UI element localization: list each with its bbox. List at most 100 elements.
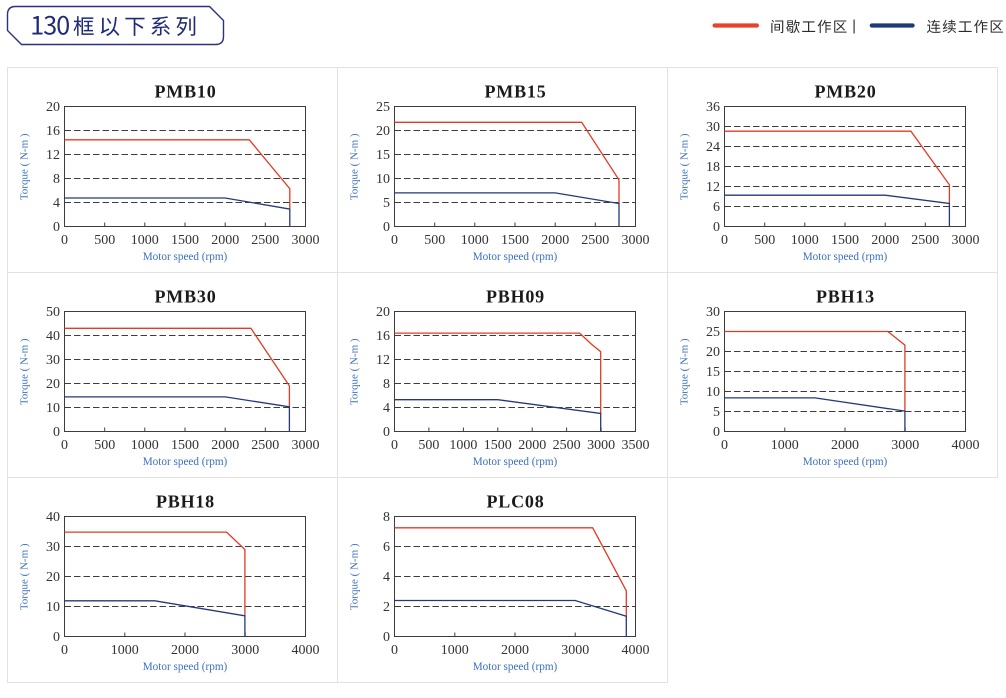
svg-text:3000: 3000 [292,438,320,453]
svg-text:1500: 1500 [171,233,199,248]
svg-text:36: 36 [706,100,720,115]
svg-text:2000: 2000 [211,438,239,453]
svg-text:1000: 1000 [791,233,819,248]
svg-text:1000: 1000 [441,643,469,658]
svg-text:1500: 1500 [484,438,512,453]
svg-text:Torque ( N-m ): Torque ( N-m ) [19,338,31,405]
svg-text:3000: 3000 [292,233,320,248]
svg-text:40: 40 [46,329,60,344]
svg-text:4: 4 [383,401,390,416]
svg-text:Motor speed (rpm): Motor speed (rpm) [473,251,558,263]
svg-text:500: 500 [94,233,115,248]
svg-text:24: 24 [706,140,720,155]
svg-text:40: 40 [46,510,60,525]
svg-text:15: 15 [376,148,390,163]
svg-text:Torque ( N-m ): Torque ( N-m ) [349,543,361,610]
svg-text:Motor speed (rpm): Motor speed (rpm) [473,661,558,673]
svg-text:3000: 3000 [561,643,589,658]
svg-text:0: 0 [383,425,390,440]
svg-text:0: 0 [391,643,398,658]
svg-text:30: 30 [46,353,60,368]
svg-text:12: 12 [706,180,720,195]
svg-text:5: 5 [713,405,720,420]
svg-text:2000: 2000 [541,233,569,248]
svg-text:1000: 1000 [449,438,477,453]
svg-text:4000: 4000 [292,643,320,658]
svg-text:1000: 1000 [111,643,139,658]
svg-text:500: 500 [754,233,775,248]
svg-text:PBH09: PBH09 [486,287,545,307]
svg-text:Torque ( N-m ): Torque ( N-m ) [19,133,31,200]
svg-text:2500: 2500 [581,233,609,248]
svg-text:30: 30 [706,120,720,135]
svg-text:4000: 4000 [952,438,980,453]
svg-text:Motor speed (rpm): Motor speed (rpm) [143,456,228,468]
svg-text:12: 12 [46,148,60,163]
svg-text:10: 10 [376,172,390,187]
svg-text:Torque ( N-m ): Torque ( N-m ) [19,543,31,610]
svg-text:20: 20 [706,345,720,360]
svg-text:3500: 3500 [622,438,650,453]
svg-text:15: 15 [706,365,720,380]
svg-text:0: 0 [391,438,398,453]
svg-text:4: 4 [383,570,390,585]
svg-text:500: 500 [418,438,439,453]
svg-text:0: 0 [713,425,720,440]
svg-text:Motor speed (rpm): Motor speed (rpm) [803,251,888,263]
svg-text:20: 20 [46,570,60,585]
svg-text:Torque ( N-m ): Torque ( N-m ) [349,338,361,405]
svg-text:0: 0 [391,233,398,248]
svg-text:2000: 2000 [831,438,859,453]
svg-text:2500: 2500 [553,438,581,453]
svg-text:1500: 1500 [831,233,859,248]
svg-text:0: 0 [61,643,68,658]
svg-text:30: 30 [706,305,720,320]
svg-text:0: 0 [383,220,390,235]
svg-text:25: 25 [376,100,390,115]
svg-text:12: 12 [376,353,390,368]
svg-text:8: 8 [383,510,390,525]
svg-text:PMB20: PMB20 [815,82,877,102]
svg-text:0: 0 [53,220,60,235]
svg-text:3000: 3000 [952,233,980,248]
svg-text:Torque ( N-m ): Torque ( N-m ) [679,133,691,200]
svg-text:1000: 1000 [131,438,159,453]
svg-text:8: 8 [53,172,60,187]
svg-text:16: 16 [376,329,390,344]
svg-text:0: 0 [61,233,68,248]
svg-text:3000: 3000 [622,233,650,248]
svg-text:0: 0 [721,233,728,248]
svg-text:6: 6 [713,200,720,215]
svg-text:3000: 3000 [587,438,615,453]
svg-text:3000: 3000 [891,438,919,453]
svg-text:5: 5 [383,196,390,211]
svg-text:20: 20 [46,377,60,392]
svg-text:10: 10 [46,600,60,615]
svg-text:Motor speed (rpm): Motor speed (rpm) [803,456,888,468]
svg-text:0: 0 [53,630,60,645]
svg-text:4000: 4000 [622,643,650,658]
svg-text:20: 20 [376,305,390,320]
svg-text:2: 2 [383,600,390,615]
svg-text:500: 500 [94,438,115,453]
svg-text:20: 20 [46,100,60,115]
svg-text:2500: 2500 [251,438,279,453]
svg-text:1500: 1500 [501,233,529,248]
svg-text:PMB15: PMB15 [485,82,547,102]
svg-text:0: 0 [383,630,390,645]
svg-text:Motor speed (rpm): Motor speed (rpm) [143,661,228,673]
svg-text:3000: 3000 [231,643,259,658]
svg-text:4: 4 [53,196,60,211]
svg-text:PMB30: PMB30 [155,287,217,307]
svg-text:16: 16 [46,124,60,139]
svg-text:PBH13: PBH13 [816,287,875,307]
svg-text:Motor speed (rpm): Motor speed (rpm) [143,251,228,263]
svg-text:1500: 1500 [171,438,199,453]
svg-text:25: 25 [706,325,720,340]
svg-text:6: 6 [383,540,390,555]
svg-text:2000: 2000 [211,233,239,248]
svg-text:Torque ( N-m ): Torque ( N-m ) [679,338,691,405]
svg-text:1000: 1000 [771,438,799,453]
svg-text:PLC08: PLC08 [487,492,545,512]
svg-text:500: 500 [424,233,445,248]
